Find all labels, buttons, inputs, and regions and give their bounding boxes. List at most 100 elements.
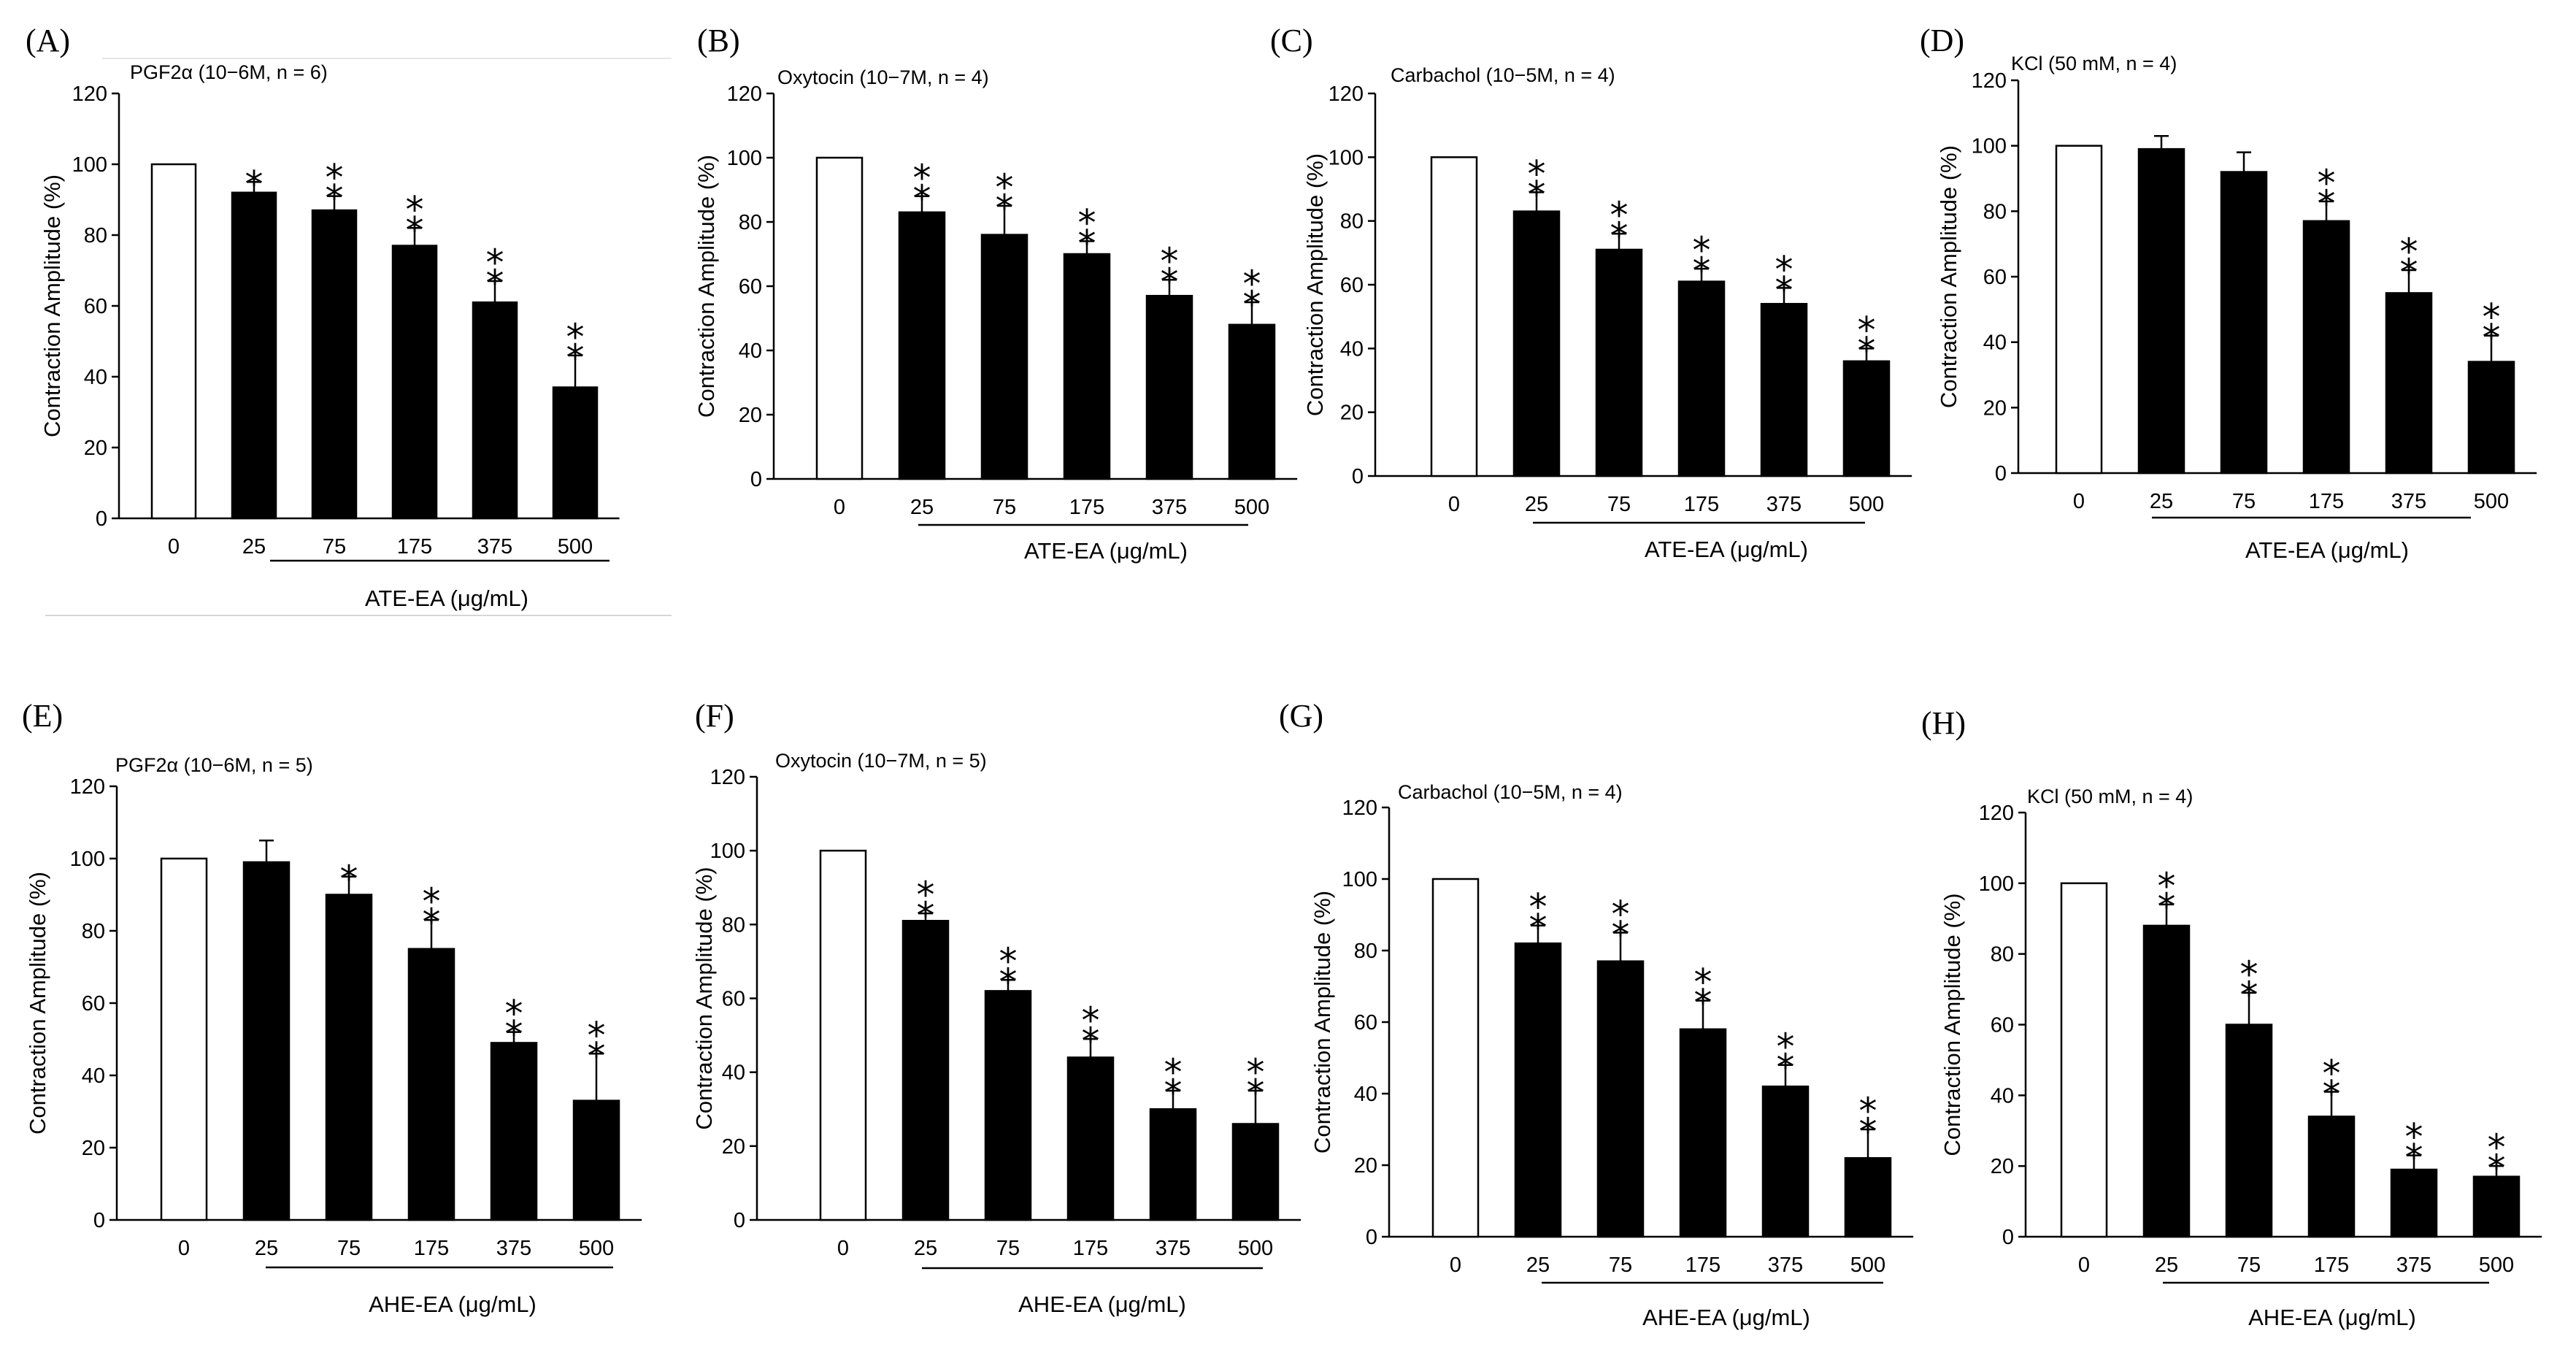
panel-label: (B) bbox=[697, 23, 740, 58]
y-tick-label: 20 bbox=[82, 1137, 105, 1160]
significance-star: * bbox=[1777, 1026, 1795, 1068]
significance-star: * bbox=[996, 166, 1014, 209]
x-axis-label: ATE-EA (μg/mL) bbox=[2245, 537, 2409, 563]
significance-star: * bbox=[996, 187, 1014, 229]
x-tick-label: 175 bbox=[1069, 496, 1104, 519]
chart-panel-d: (D) KCl (50 mM, n = 4) 0 20 40 60 80 100 120 Cont… bbox=[1920, 23, 2537, 563]
significance-star: * bbox=[406, 188, 424, 231]
x-tick-label: 0 bbox=[837, 1237, 849, 1260]
bar-500 bbox=[1844, 1156, 1892, 1238]
significance-star: * bbox=[588, 1014, 606, 1056]
y-tick-label: 20 bbox=[1983, 396, 2007, 420]
x-axis-label: ATE-EA (μg/mL) bbox=[1645, 537, 1808, 562]
y-tick-label: 120 bbox=[727, 82, 762, 106]
bar-375 bbox=[1760, 302, 1808, 477]
x-axis-label: ATE-EA (μg/mL) bbox=[1024, 538, 1188, 564]
significance-star: * bbox=[1859, 1110, 1877, 1153]
significance-star: * bbox=[1775, 269, 1793, 311]
x-tick-label: 500 bbox=[2479, 1254, 2514, 1277]
bar-175 bbox=[391, 245, 438, 520]
y-tick-label: 20 bbox=[739, 404, 762, 427]
significance-star: * bbox=[423, 901, 441, 943]
x-tick-label: 375 bbox=[496, 1237, 531, 1260]
significance-star: * bbox=[1243, 263, 1261, 305]
bar-0 bbox=[1430, 156, 1478, 477]
bar-25 bbox=[231, 191, 277, 520]
y-tick-label: 0 bbox=[93, 1209, 105, 1232]
bar-175 bbox=[1679, 1028, 1727, 1238]
significance-star: * bbox=[1161, 261, 1179, 303]
y-tick-label: 60 bbox=[722, 988, 745, 1011]
significance-star: * bbox=[505, 1013, 523, 1056]
x-tick-label: 0 bbox=[1450, 1254, 1461, 1277]
significance-star: * bbox=[2400, 251, 2418, 293]
x-tick-label: 25 bbox=[255, 1237, 278, 1260]
condition-note: Oxytocin (10−7M, n = 5) bbox=[775, 750, 987, 772]
bar-0 bbox=[150, 163, 197, 520]
y-tick-label: 20 bbox=[84, 437, 107, 460]
significance-star: * bbox=[1610, 215, 1629, 257]
x-axis-label: AHE-EA (μg/mL) bbox=[1642, 1305, 1810, 1330]
significance-star: * bbox=[2488, 1147, 2506, 1189]
bar-75 bbox=[2225, 1024, 2273, 1238]
y-tick-label: 60 bbox=[1991, 1014, 2014, 1037]
significance-star: * bbox=[2323, 1072, 2341, 1115]
y-tick-label: 0 bbox=[1995, 462, 2007, 485]
bar-75 bbox=[325, 894, 373, 1221]
y-axis-label: Contraction Amplitude (%) bbox=[1310, 891, 1335, 1154]
y-tick-label: 0 bbox=[1352, 465, 1364, 488]
y-tick-label: 40 bbox=[739, 339, 762, 363]
bar-500 bbox=[2472, 1175, 2521, 1238]
significance-star: * bbox=[505, 993, 523, 1035]
y-axis-label: Contraction Amplitude (%) bbox=[691, 867, 717, 1129]
x-tick-label: 25 bbox=[1526, 1254, 1550, 1277]
significance-star: * bbox=[1243, 283, 1261, 326]
significance-star: * bbox=[1078, 222, 1096, 264]
x-tick-label: 25 bbox=[910, 496, 934, 519]
bar-375 bbox=[1149, 1108, 1197, 1221]
x-axis-label: AHE-EA (μg/mL) bbox=[1018, 1291, 1186, 1317]
significance-star: * bbox=[1247, 1051, 1265, 1094]
y-tick-label: 40 bbox=[1340, 337, 1364, 361]
condition-note: PGF2α (10−6M, n = 6) bbox=[130, 61, 328, 83]
y-tick-label: 100 bbox=[1342, 868, 1377, 891]
y-tick-label: 80 bbox=[739, 211, 762, 234]
y-tick-label: 0 bbox=[96, 507, 107, 531]
y-tick-label: 120 bbox=[710, 766, 745, 789]
significance-star: * bbox=[1247, 1072, 1265, 1114]
bar-0 bbox=[815, 156, 864, 480]
x-tick-label: 500 bbox=[1234, 496, 1269, 519]
panel-label: (F) bbox=[695, 698, 734, 734]
x-tick-label: 75 bbox=[1607, 493, 1631, 516]
bar-500 bbox=[1231, 1123, 1280, 1221]
significance-star: * bbox=[1164, 1051, 1183, 1094]
significance-star: * bbox=[1777, 1046, 1795, 1089]
x-axis-label: AHE-EA (μg/mL) bbox=[2248, 1305, 2416, 1330]
x-tick-label: 0 bbox=[2073, 490, 2085, 513]
x-tick-label: 25 bbox=[1525, 493, 1548, 516]
bar-0 bbox=[819, 849, 867, 1221]
y-tick-label: 40 bbox=[1991, 1084, 2014, 1108]
x-tick-label: 25 bbox=[2155, 1254, 2178, 1277]
significance-star: * bbox=[913, 157, 931, 199]
chart-panel-e: (E) PGF2α (10−6M, n = 5) 0 20 40 60 80 100 120 Co… bbox=[22, 698, 642, 1317]
significance-star: * bbox=[1694, 961, 1712, 1004]
bar-175 bbox=[1677, 280, 1726, 477]
panel-label: (C) bbox=[1270, 23, 1313, 58]
x-tick-label: 75 bbox=[996, 1237, 1020, 1260]
bar-25 bbox=[242, 861, 291, 1221]
y-tick-label: 20 bbox=[1991, 1155, 2014, 1178]
significance-star: * bbox=[326, 177, 344, 220]
y-tick-label: 0 bbox=[734, 1209, 745, 1232]
bar-25 bbox=[901, 920, 950, 1221]
x-tick-label: 500 bbox=[558, 535, 593, 558]
significance-star: * bbox=[2488, 1126, 2506, 1169]
significance-star: * bbox=[2240, 953, 2258, 996]
y-tick-label: 80 bbox=[84, 224, 107, 247]
x-tick-label: 500 bbox=[1850, 1254, 1885, 1277]
significance-star: * bbox=[2158, 865, 2176, 907]
bar-75 bbox=[1595, 248, 1643, 477]
bar-175 bbox=[1066, 1056, 1115, 1221]
significance-star: * bbox=[2405, 1137, 2423, 1179]
x-tick-label: 75 bbox=[2232, 490, 2256, 513]
